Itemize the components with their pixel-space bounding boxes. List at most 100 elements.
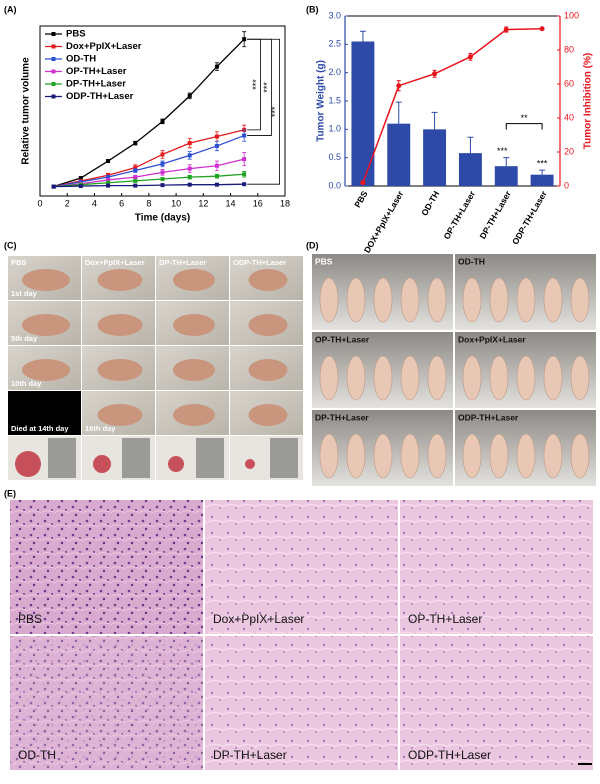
y2-tick-label: 80 <box>564 44 574 54</box>
mouse <box>97 269 143 291</box>
y2-tick-label: 60 <box>564 78 574 88</box>
panel-letter: (B) <box>306 4 319 14</box>
data-point <box>106 183 111 188</box>
x-axis-label: Time (days) <box>135 213 190 224</box>
data-point <box>160 152 165 157</box>
data-point <box>242 37 247 42</box>
mouse <box>173 269 215 291</box>
error-bar <box>431 111 438 130</box>
mouse <box>346 433 366 479</box>
mouse <box>97 359 143 381</box>
mouse <box>97 314 143 336</box>
error-bar <box>395 101 402 124</box>
data-point <box>106 159 111 164</box>
mouse <box>516 355 536 401</box>
series-line <box>53 158 245 188</box>
histology-image <box>205 500 398 634</box>
data-point <box>133 168 138 173</box>
data-point <box>106 177 111 182</box>
inhibition-point <box>396 83 402 89</box>
bar <box>351 41 375 186</box>
legend-label: Dox+PpIX+Laser <box>66 41 142 52</box>
group-label: DP-TH+Laser <box>315 412 369 422</box>
data-point <box>106 180 111 185</box>
ruler <box>122 438 150 478</box>
group-label: Dox+PpIX+Laser <box>85 258 145 267</box>
group-label: PBS <box>315 256 333 266</box>
group-label: OP-TH+Laser <box>315 334 370 344</box>
x-tick-label: 6 <box>119 198 124 208</box>
histology-image <box>400 500 593 634</box>
mouse <box>248 404 288 426</box>
significance-label: *** <box>270 106 280 117</box>
series-line <box>53 183 245 188</box>
mouse <box>427 277 447 323</box>
mouse <box>400 277 420 323</box>
data-point <box>187 182 192 187</box>
significance-label: *** <box>497 146 508 156</box>
mouse <box>319 277 339 323</box>
mouse <box>173 314 215 336</box>
x-tick-label: DOX+PpIX+Laser <box>362 189 406 255</box>
y2-tick-label: 0 <box>564 180 569 190</box>
data-point <box>187 166 192 171</box>
data-point <box>133 178 138 183</box>
data-point <box>160 183 165 188</box>
data-point <box>160 161 165 166</box>
significance-label: *** <box>262 82 272 93</box>
legend-label: OD-TH <box>66 54 96 65</box>
series-line <box>53 38 245 188</box>
legend-marker <box>51 82 56 86</box>
y2-axis-label: Tumor Inhibition (%) <box>583 53 594 149</box>
significance-bracket <box>505 123 543 130</box>
y-tick-label: 1.5 <box>328 95 341 105</box>
y-axis-label: Tumor Weight (g) <box>316 60 327 142</box>
x-tick-label: 8 <box>146 198 151 208</box>
x-tick-label: 16 <box>253 198 263 208</box>
mouse <box>462 355 482 401</box>
data-point <box>160 119 165 124</box>
legend-label: OP-TH+Laser <box>66 66 127 77</box>
mouse <box>319 433 339 479</box>
x-tick-label: 4 <box>92 198 97 208</box>
y-tick-label: 1.0 <box>328 124 341 134</box>
legend-label: PBS <box>66 29 86 40</box>
mouse <box>173 404 215 426</box>
data-point <box>187 141 192 146</box>
group-label: DP-TH+Laser <box>159 258 206 267</box>
legend-label: ODP-TH+Laser <box>66 91 134 102</box>
x-tick-label: 2 <box>65 198 70 208</box>
mouse <box>400 355 420 401</box>
error-bar <box>467 136 474 154</box>
series-line <box>53 129 245 188</box>
mouse <box>373 277 393 323</box>
group-label: OD-TH <box>18 748 56 762</box>
mouse <box>248 359 288 381</box>
y-tick-label: 2.0 <box>328 67 341 77</box>
mouse <box>427 433 447 479</box>
mouse <box>570 277 590 323</box>
error-bar <box>539 169 546 175</box>
day-label: 1st day <box>11 289 38 298</box>
bar <box>530 174 554 186</box>
tumor <box>15 451 41 477</box>
y-axis-label: Relative tumor volume <box>21 57 32 165</box>
significance-label: *** <box>251 79 261 90</box>
mouse <box>373 433 393 479</box>
plot-frame <box>39 25 286 197</box>
x-tick-label: PBS <box>352 189 370 209</box>
x-tick-label: 12 <box>198 198 208 208</box>
data-point <box>214 182 219 187</box>
group-label: Dox+PpIX+Laser <box>458 334 526 344</box>
mouse <box>543 355 563 401</box>
mouse <box>543 277 563 323</box>
y-tick-label: 3.0 <box>328 10 341 20</box>
legend-marker <box>51 69 56 74</box>
panel-letter: (A) <box>4 4 17 14</box>
ruler <box>48 438 76 478</box>
group-label: PBS <box>11 258 26 267</box>
mouse <box>173 359 215 381</box>
data-point <box>242 133 247 138</box>
x-tick-label: OP-TH+Laser <box>441 189 477 241</box>
